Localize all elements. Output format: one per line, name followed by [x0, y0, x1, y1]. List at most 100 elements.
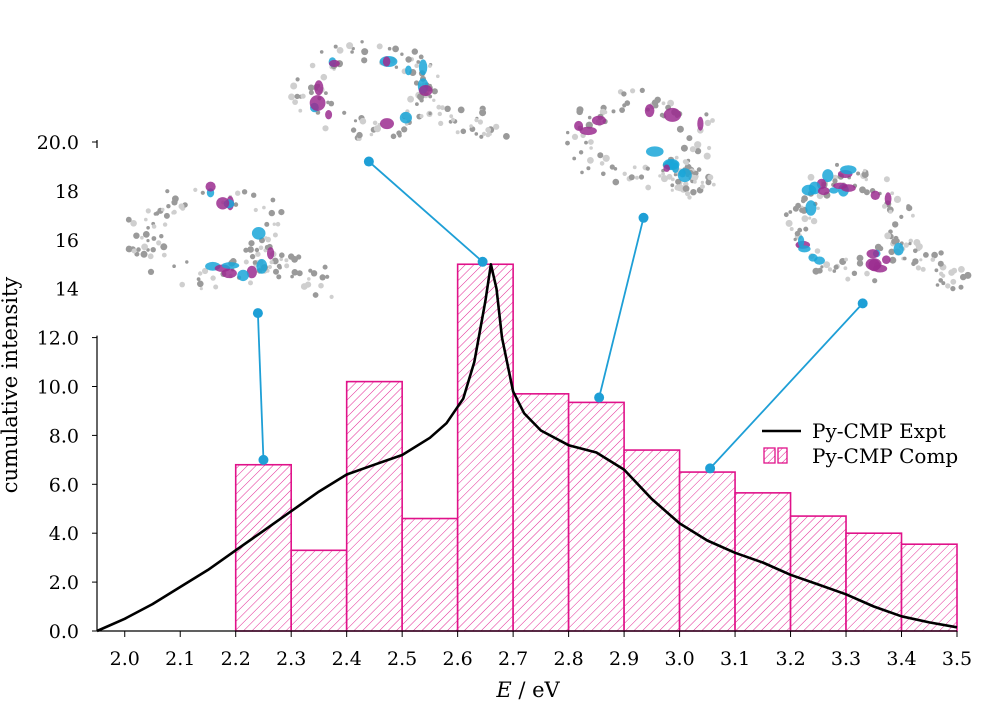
atom	[151, 236, 157, 241]
atom	[325, 274, 330, 279]
atom	[565, 140, 570, 146]
atom	[156, 240, 162, 246]
atom	[611, 109, 616, 114]
atom	[580, 170, 584, 175]
orbital-lobe	[405, 65, 412, 76]
y-tick-label-upper-1: 16	[55, 230, 79, 252]
orbital-lobe	[418, 59, 428, 76]
orbital-lobe	[870, 190, 880, 200]
atom	[372, 120, 378, 126]
orbital-lobe	[382, 56, 391, 67]
atom	[193, 187, 198, 192]
legend-bar-swatch-a	[763, 447, 776, 464]
atom	[960, 273, 967, 281]
x-axis-label-symbol: E	[495, 678, 511, 702]
atom	[694, 147, 702, 155]
atom	[296, 270, 303, 277]
atom	[147, 268, 155, 275]
atom	[146, 239, 150, 243]
atom	[185, 260, 189, 264]
bar-8	[678, 471, 736, 632]
orbital-lobe	[829, 187, 839, 194]
atom	[856, 260, 864, 267]
bar-2	[345, 380, 403, 632]
atom	[703, 152, 711, 160]
connector-line-2	[598, 217, 645, 398]
atom	[797, 227, 803, 233]
atom	[396, 130, 402, 136]
x-tick-label-13: 3.3	[831, 648, 861, 670]
atom	[705, 179, 712, 186]
atom	[253, 207, 258, 213]
atom	[131, 248, 137, 254]
atom	[419, 98, 424, 103]
atom	[682, 159, 688, 165]
orbital-lobe	[325, 110, 333, 120]
atom	[278, 209, 285, 216]
atom	[845, 276, 851, 282]
atom	[319, 274, 326, 281]
atom	[310, 270, 318, 277]
atom	[844, 257, 848, 262]
atom	[153, 212, 158, 216]
y-tick-label-upper-0: 14	[55, 279, 79, 301]
atom	[586, 166, 591, 171]
atom	[899, 214, 904, 219]
atom	[707, 174, 714, 181]
atom	[141, 243, 149, 251]
y-tick-label-lower-5: 10.0	[37, 377, 79, 399]
atom	[432, 98, 436, 103]
atom	[210, 275, 216, 281]
atom	[941, 281, 946, 286]
atom	[816, 206, 820, 210]
atom	[938, 278, 943, 283]
atom	[619, 107, 625, 113]
atom	[915, 265, 922, 271]
atom	[479, 134, 484, 139]
atom	[413, 80, 420, 86]
atom	[165, 189, 170, 194]
atom	[273, 268, 279, 275]
orbital-lobe	[866, 249, 880, 259]
atom	[810, 217, 818, 225]
axes	[92, 140, 958, 637]
atom	[945, 283, 951, 289]
atom	[262, 205, 266, 210]
atom	[133, 232, 140, 239]
atom	[911, 213, 915, 218]
connector-dot-data-2	[594, 392, 605, 403]
atom	[634, 175, 639, 180]
atom	[144, 217, 148, 222]
atom	[248, 280, 253, 286]
atom	[268, 209, 275, 217]
atom	[890, 191, 895, 196]
orbital-annotations	[252, 156, 868, 474]
y-tick-label-lower-3: 6.0	[49, 474, 79, 496]
atom	[601, 171, 606, 177]
atom	[415, 102, 419, 106]
atom	[247, 246, 254, 253]
connector-dot-data-1	[477, 256, 488, 267]
x-tick-label-10: 3.0	[664, 648, 694, 670]
atom	[142, 231, 150, 238]
atom	[474, 118, 479, 123]
atom	[694, 141, 702, 149]
atom	[861, 171, 869, 178]
atom	[295, 77, 300, 82]
atom	[258, 245, 264, 251]
y-tick-label-lower-0: 0.0	[49, 621, 79, 643]
molecule-3	[783, 162, 972, 292]
atom	[588, 139, 594, 145]
atom	[587, 157, 594, 164]
atom	[279, 257, 284, 262]
atom	[673, 172, 678, 177]
atom	[140, 250, 148, 258]
atom	[392, 45, 399, 53]
orbital-lobe	[246, 265, 257, 279]
x-tick-label-15: 3.5	[942, 648, 972, 670]
atom	[711, 182, 716, 187]
atom	[276, 263, 282, 269]
atom	[864, 270, 870, 277]
atom	[584, 140, 588, 145]
atom	[479, 109, 487, 117]
